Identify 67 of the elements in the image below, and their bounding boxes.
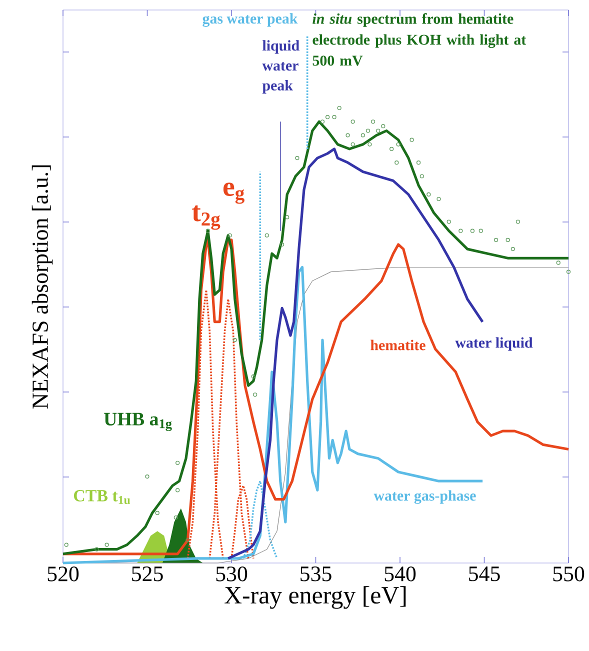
point (155, 510, 160, 515)
point (94, 547, 99, 552)
point (174, 515, 178, 520)
point (176, 488, 180, 492)
x-tick-label: 545 (469, 566, 500, 582)
point (337, 106, 342, 110)
point (280, 242, 284, 247)
ref-line-label: liquid water peak (262, 40, 300, 94)
series-label: water liquid (455, 337, 533, 351)
point (346, 133, 350, 138)
y-axis-title: NEXAFS absorption [a.u.] (32, 165, 53, 409)
text: in situ spectrum from hematite electrode plus KOH with light at 500 mV (312, 13, 526, 66)
point (370, 120, 376, 124)
x-tick-label: 525 (132, 566, 163, 582)
point (332, 115, 336, 120)
point (376, 128, 380, 133)
point (446, 220, 451, 224)
point (366, 128, 370, 133)
point (516, 220, 520, 224)
annotation: CTB t$_{1u}$ (74, 490, 130, 504)
x-tick-label: 520 (48, 566, 79, 582)
x-tick-label: 540 (384, 566, 416, 582)
point (295, 156, 300, 160)
point (251, 374, 256, 378)
point (285, 215, 290, 220)
x-tick-label: 530 (216, 566, 248, 582)
point (410, 138, 414, 142)
ref-line-label: gas water peak (202, 13, 298, 27)
x-tick-label: 535 (300, 566, 332, 582)
point (394, 160, 399, 165)
point (253, 392, 258, 397)
point (326, 115, 330, 120)
point (566, 270, 571, 274)
point (264, 233, 269, 238)
point (390, 146, 394, 151)
x-tick-label: 550 (553, 566, 584, 582)
point (320, 120, 325, 124)
point (176, 460, 180, 465)
point (350, 120, 355, 124)
point (416, 160, 421, 165)
point (478, 228, 483, 233)
point (228, 233, 232, 238)
point (232, 338, 237, 342)
point (145, 474, 150, 479)
x-axis-title: X-ray energy [eV] (224, 586, 406, 609)
series-label: hematite (370, 340, 426, 350)
point (470, 228, 475, 233)
point (556, 260, 560, 265)
annotation: e$_{g}$ (223, 182, 244, 204)
annotation: t$_{2g}$ (192, 205, 220, 230)
series-label: water gas-phase (374, 490, 476, 504)
point (458, 228, 463, 233)
point (360, 133, 365, 138)
point (186, 538, 190, 542)
point (381, 124, 386, 128)
point (420, 174, 424, 178)
point (510, 247, 515, 252)
point (506, 238, 510, 242)
point (350, 142, 355, 146)
point (104, 542, 109, 547)
point (64, 542, 68, 547)
point (494, 238, 498, 242)
point (396, 142, 400, 146)
point (436, 196, 441, 202)
annotation: UHB a$_{1g}$ (104, 412, 172, 432)
point (368, 142, 372, 146)
point (426, 192, 431, 196)
